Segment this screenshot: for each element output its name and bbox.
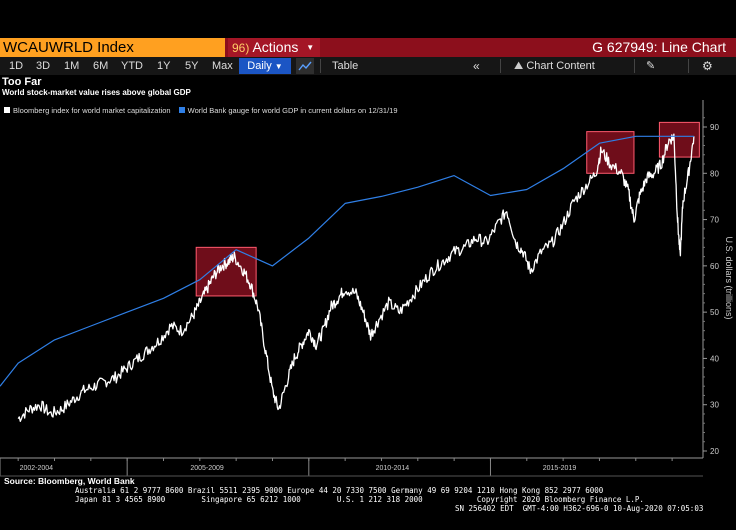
legend-label: World Bank gauge for world GDP in curren… xyxy=(187,106,398,115)
y-tick-label: 80 xyxy=(710,169,719,178)
title-bar: WCAUWRLD Index 96) Actions ▼ G 627949: L… xyxy=(0,38,736,57)
range-5y[interactable]: 5Y xyxy=(185,60,199,72)
legend-swatch xyxy=(4,107,10,113)
series-line-gdp xyxy=(0,135,694,387)
x-period-label: 2010-2014 xyxy=(376,465,410,472)
y-axis: 20 30 40 50 60 70 80 90 xyxy=(702,100,719,458)
range-1d[interactable]: 1D xyxy=(9,60,24,72)
chart-content-label: Chart Content xyxy=(526,60,595,72)
legend-swatch xyxy=(178,107,185,113)
divider xyxy=(634,59,635,73)
footer-contacts-line: Japan 81 3 4565 8900 Singapore 65 6212 1… xyxy=(75,495,644,504)
footer-timestamp: SN 256402 EDT GMT-4:00 H362-696-0 10-Aug… xyxy=(455,504,704,513)
legend: Bloomberg index for world market capital… xyxy=(4,106,398,115)
divider xyxy=(688,59,689,73)
legend-item-gdp: World Bank gauge for world GDP in curren… xyxy=(178,106,398,115)
range-max[interactable]: Max xyxy=(212,60,233,72)
y-tick-label: 50 xyxy=(710,308,719,317)
chevron-down-icon: ▼ xyxy=(274,62,283,71)
frequency-dropdown[interactable]: Daily ▼ xyxy=(239,58,291,74)
actions-menu[interactable]: 96) Actions ▼ xyxy=(228,38,320,57)
series-lines xyxy=(0,133,695,423)
y-tick-label: 90 xyxy=(710,123,719,132)
highlight-box-3 xyxy=(658,121,700,158)
frequency-label: Daily xyxy=(247,60,272,72)
toolbar: 1D 3D 1M 6M YTD 1Y 5Y Max Daily ▼ Table … xyxy=(0,57,736,75)
range-6m[interactable]: 6M xyxy=(93,60,109,72)
chart-id-title: G 627949: Line Chart xyxy=(592,39,726,55)
divider xyxy=(320,59,321,73)
source-note: Source: Bloomberg, World Bank xyxy=(4,476,135,486)
chart-title: Too Far xyxy=(2,76,42,88)
chevron-down-icon: ▼ xyxy=(306,43,315,52)
edit-icon[interactable]: ✎ xyxy=(646,60,656,72)
table-button[interactable]: Table xyxy=(332,60,359,72)
highlight-boxes xyxy=(195,121,700,297)
double-chevron-left-icon[interactable]: « xyxy=(473,59,480,73)
legend-item-market-cap: Bloomberg index for world market capital… xyxy=(4,106,173,115)
line-chart-icon[interactable] xyxy=(296,58,314,74)
y-tick-label: 40 xyxy=(710,354,719,363)
x-period-label: 2015-2019 xyxy=(543,465,577,472)
actions-label: Actions xyxy=(252,39,299,55)
y-tick-label: 60 xyxy=(710,262,719,271)
range-1y[interactable]: 1Y xyxy=(157,60,171,72)
chart-subtitle: World stock-market value rises above glo… xyxy=(2,88,191,97)
y-tick-label: 20 xyxy=(710,447,719,456)
range-ytd[interactable]: YTD xyxy=(121,60,143,72)
y-tick-label: 70 xyxy=(710,216,719,225)
ticker-field[interactable]: WCAUWRLD Index xyxy=(0,38,225,57)
chart-content-icon: ⛰ xyxy=(514,60,524,72)
range-1m[interactable]: 1M xyxy=(64,60,80,72)
chart-content-button[interactable]: ⛰ Chart Content xyxy=(514,57,595,75)
divider xyxy=(500,59,501,73)
y-axis-label: U.S. dollars (trillions) xyxy=(724,236,734,319)
x-axis: 2002-2004 2005-2009 2010-2014 2015-2019 xyxy=(0,457,703,477)
gear-icon[interactable]: ⚙ xyxy=(702,59,713,73)
range-3d[interactable]: 3D xyxy=(36,60,51,72)
x-period-label: 2005-2009 xyxy=(190,465,224,472)
legend-label: Bloomberg index for world market capital… xyxy=(13,106,171,115)
footer-contacts-line: Australia 61 2 9777 8600 Brazil 5511 239… xyxy=(75,486,604,495)
actions-number: 96) xyxy=(232,41,250,55)
x-period-label: 2002-2004 xyxy=(20,465,54,472)
series-line-market-cap xyxy=(17,133,695,423)
y-tick-label: 30 xyxy=(710,401,719,410)
